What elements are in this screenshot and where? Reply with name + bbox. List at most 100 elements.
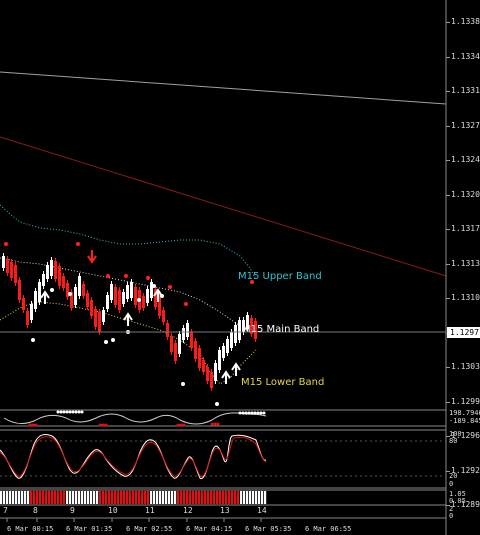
histogram-bar — [123, 491, 126, 504]
candle-body — [62, 276, 65, 288]
price-axis-label: 1.13275 — [451, 120, 480, 130]
histogram-bar — [99, 491, 102, 504]
gray-trendline — [0, 71, 447, 105]
histogram-bar — [9, 491, 12, 504]
histogram-bar — [249, 491, 252, 504]
osc-dot — [56, 410, 60, 414]
candle-body — [10, 262, 13, 278]
buy-signal-dot — [181, 382, 185, 386]
price-axis-tick — [446, 505, 450, 506]
histogram-bar — [108, 491, 111, 504]
stoch-signal-line — [0, 436, 267, 478]
sell-signal-dot — [106, 274, 110, 278]
candle-body — [102, 310, 105, 322]
candle-body — [178, 334, 181, 354]
histogram-bar — [207, 491, 210, 504]
candle-body — [38, 282, 41, 302]
price-axis-label: 1.13205 — [451, 189, 480, 199]
candle-body — [86, 293, 89, 307]
candle-body — [54, 261, 57, 279]
time-label: 6 Mar 02:55 — [126, 525, 173, 533]
osc-dot — [74, 410, 78, 414]
histogram-bar — [240, 491, 243, 504]
osc-dot-red — [34, 423, 38, 427]
histogram-bar — [234, 491, 237, 504]
sub2-axis-0: 0 — [449, 480, 454, 488]
lower-band-line — [0, 301, 257, 385]
histogram-bar — [96, 491, 99, 504]
histogram-bar — [147, 491, 150, 504]
histogram-bar — [264, 491, 267, 504]
histogram-bar — [72, 491, 75, 504]
buy-signal-dot — [137, 298, 141, 302]
sub-window-histogram — [0, 489, 446, 506]
candle-body — [90, 300, 93, 316]
histogram-bar — [3, 491, 6, 504]
histogram-bar — [243, 491, 246, 504]
candle-body — [226, 339, 229, 353]
day-label: 10 — [108, 506, 118, 515]
price-axis-label: 1.13100 — [451, 293, 480, 302]
price-axis-tick — [446, 125, 450, 127]
candle-body — [166, 323, 169, 337]
time-label: 6 Mar 05:35 — [245, 525, 292, 533]
histogram-bar — [216, 491, 219, 504]
sell-signal-dot — [124, 274, 128, 278]
histogram-bar — [150, 491, 153, 504]
candle-body — [34, 291, 37, 309]
osc-dot — [256, 411, 260, 415]
osc-dot — [241, 411, 245, 415]
histogram-bar — [84, 491, 87, 504]
buy-signal-dot — [68, 292, 72, 296]
candle-body — [50, 260, 53, 276]
histogram-bar — [201, 491, 204, 504]
histogram-bar — [93, 491, 96, 504]
candle-body — [126, 285, 129, 299]
price-axis-label: 1.13345 — [451, 51, 480, 61]
histogram-bar — [162, 491, 165, 504]
stoch-main-line — [0, 434, 267, 480]
candle-body — [254, 321, 257, 339]
signal-markers — [4, 242, 254, 406]
osc-dot — [247, 411, 251, 415]
histogram-bar — [78, 491, 81, 504]
buy-signal-dot — [111, 338, 115, 342]
osc-dot-red — [31, 423, 35, 427]
candle-body — [194, 341, 197, 359]
histogram-bar — [192, 491, 195, 504]
day-label: 13 — [220, 506, 230, 515]
histogram-bar — [213, 491, 216, 504]
price-axis-label: 1.12890 — [451, 500, 480, 509]
histogram-bar — [120, 491, 123, 504]
trendlines — [0, 71, 447, 277]
sub1-axis-top: 198.7946 — [449, 409, 480, 417]
candle-body — [198, 348, 201, 368]
histogram-bar — [195, 491, 198, 504]
price-axis-label: 1.13380 — [451, 17, 480, 26]
histogram-bar — [231, 491, 234, 504]
osc-dot-red — [104, 423, 108, 427]
osc-dot — [238, 411, 242, 415]
osc-dot — [62, 410, 66, 414]
candle-body — [202, 360, 205, 372]
price-axis-tick — [446, 194, 450, 196]
histogram-bar — [27, 491, 30, 504]
candle-body — [30, 304, 33, 320]
candle-body — [242, 320, 245, 332]
sub3-axis-1: 1.05 — [449, 490, 466, 498]
sell-signal-dot — [146, 276, 150, 280]
day-label: 9 — [70, 506, 75, 515]
candle-body — [146, 289, 149, 303]
candle-body — [78, 276, 81, 296]
buy-arrow — [40, 290, 50, 304]
candle-body — [230, 332, 233, 348]
osc-dot — [244, 411, 248, 415]
candle-body — [46, 265, 49, 279]
candle-body — [114, 287, 117, 305]
sell-signal-dot — [184, 302, 188, 306]
price-axis-label: 1.13240 — [451, 155, 480, 164]
histogram-bar — [255, 491, 258, 504]
histogram-bar — [237, 491, 240, 504]
candle-body — [210, 372, 213, 388]
